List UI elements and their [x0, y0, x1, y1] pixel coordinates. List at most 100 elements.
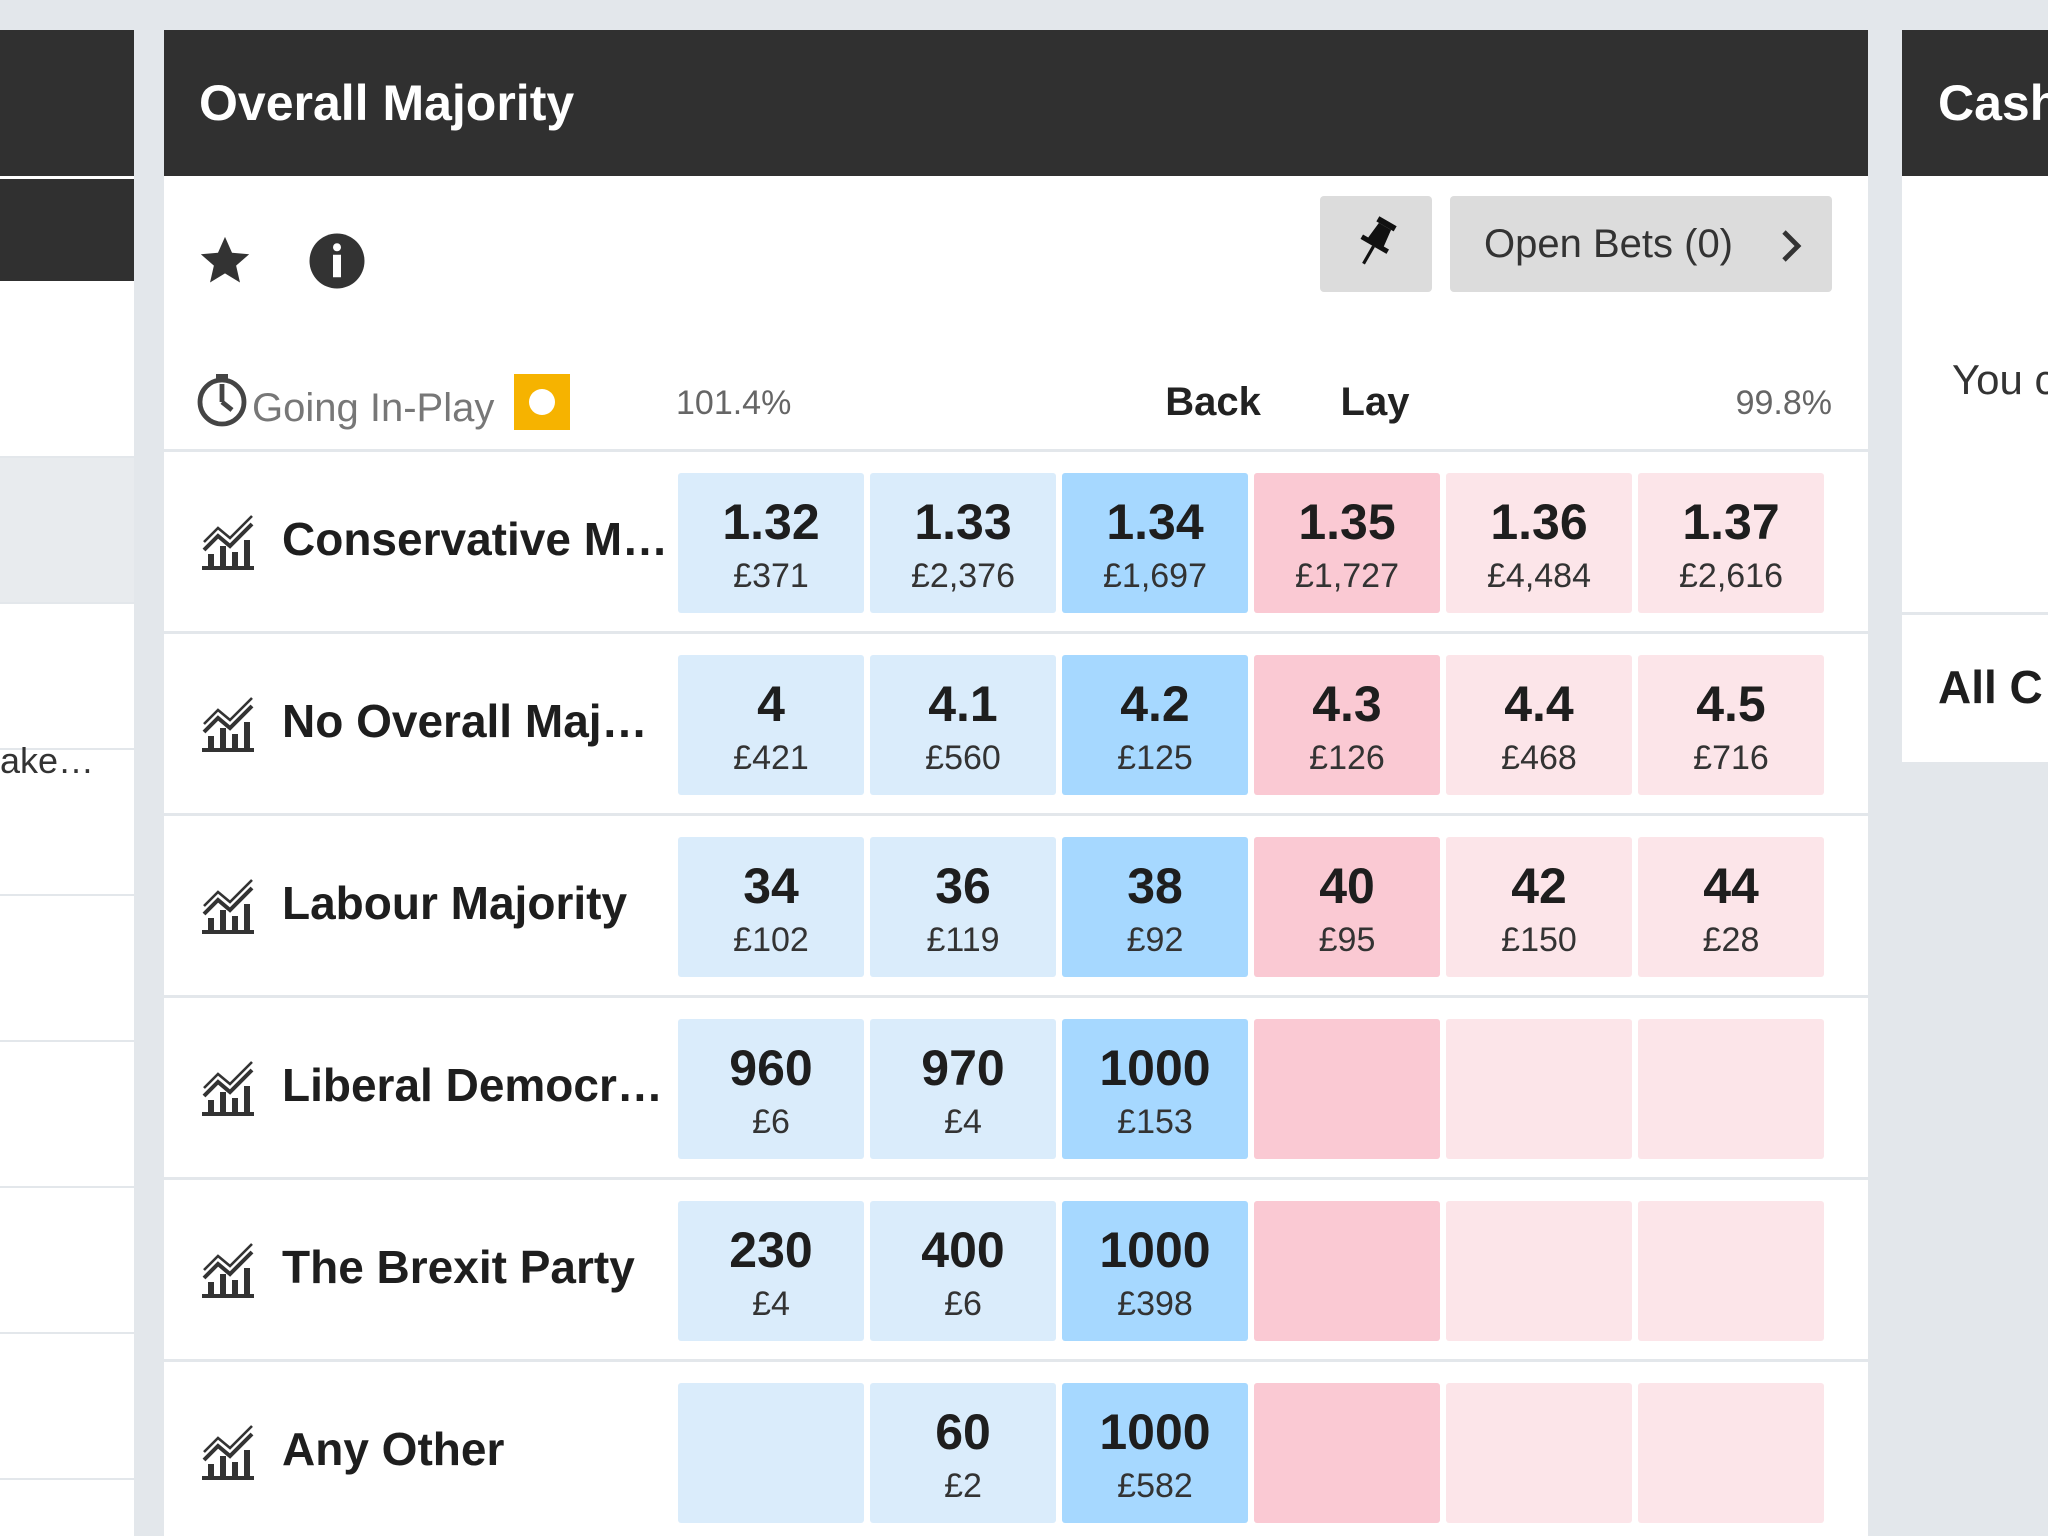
lay-price-cell[interactable] [1446, 1383, 1632, 1523]
lay-price-cell[interactable]: 44 £28 [1638, 837, 1824, 977]
info-icon[interactable] [306, 230, 368, 292]
back-price-cell[interactable]: 1000 £582 [1062, 1383, 1248, 1523]
lay-price-cell[interactable] [1446, 1201, 1632, 1341]
price-odds: 1.32 [722, 494, 820, 550]
left-list-item[interactable] [0, 604, 134, 750]
runner-name[interactable]: Conservative M… [282, 513, 669, 565]
left-list-item[interactable] [0, 1042, 134, 1188]
runner-name[interactable]: Any Other [282, 1423, 505, 1475]
lay-price-cell[interactable]: 4.4 £468 [1446, 655, 1632, 795]
chart-icon[interactable] [198, 878, 256, 934]
price-odds [1638, 1403, 1824, 1461]
lay-price-cell[interactable] [1254, 1019, 1440, 1159]
back-price-cell[interactable]: 60 £2 [870, 1383, 1056, 1523]
price-odds [1254, 1221, 1440, 1279]
price-stake: £4 [752, 1285, 790, 1323]
price-stake: £371 [733, 557, 809, 595]
left-list-item[interactable] [0, 896, 134, 1042]
runner-name[interactable]: No Overall Maj… [282, 695, 648, 747]
back-price-cell[interactable]: 38 £92 [1062, 837, 1248, 977]
runner-name[interactable]: The Brexit Party [282, 1241, 635, 1293]
chart-icon[interactable] [198, 696, 256, 752]
runner-row: Labour Majority 34 £102 36 £119 38 £92 40 £95 42 £… [164, 816, 1868, 998]
clock-icon [196, 372, 248, 433]
back-price-cell[interactable]: 1000 £398 [1062, 1201, 1248, 1341]
runner-name[interactable]: Labour Majority [282, 877, 628, 929]
price-stake: £582 [1117, 1467, 1193, 1505]
price-odds: 40 [1319, 858, 1375, 914]
going-in-play: Going In-Play [196, 372, 571, 433]
runner-row: Any Other 60 £2 1000 £582 [164, 1362, 1868, 1536]
price-odds: 230 [729, 1222, 813, 1278]
lay-price-cell[interactable]: 1.36 £4,484 [1446, 473, 1632, 613]
price-odds [1446, 1221, 1632, 1279]
back-price-cell[interactable]: 1.33 £2,376 [870, 473, 1056, 613]
chart-icon[interactable] [198, 1424, 256, 1480]
back-price-cell[interactable]: 36 £119 [870, 837, 1056, 977]
price-stake: £102 [733, 921, 809, 959]
back-price-cell[interactable]: 960 £6 [678, 1019, 864, 1159]
lay-price-cell[interactable]: 1.35 £1,727 [1254, 473, 1440, 613]
left-panel-subheader [0, 179, 134, 281]
back-price-cell[interactable]: 230 £4 [678, 1201, 864, 1341]
market-title: Overall Majority [164, 30, 1868, 176]
back-price-cell[interactable] [678, 1383, 864, 1523]
lay-price-cell[interactable] [1638, 1019, 1824, 1159]
runner-name[interactable]: Liberal Democr… [282, 1059, 663, 1111]
lay-price-cell[interactable] [1446, 1019, 1632, 1159]
back-price-cell[interactable]: 1.32 £371 [678, 473, 864, 613]
lay-price-cell[interactable] [1638, 1201, 1824, 1341]
price-stake: £6 [944, 1285, 982, 1323]
price-odds: 44 [1703, 858, 1759, 914]
lay-price-cell[interactable]: 4.3 £126 [1254, 655, 1440, 795]
price-odds: 1000 [1099, 1404, 1211, 1460]
back-price-cell[interactable]: 1000 £153 [1062, 1019, 1248, 1159]
left-panel-header [0, 30, 134, 176]
chart-icon[interactable] [198, 514, 256, 570]
back-price-cell[interactable]: 1.34 £1,697 [1062, 473, 1248, 613]
open-bets-button[interactable]: Open Bets (0) [1450, 196, 1832, 292]
lay-price-cell[interactable]: 4.5 £716 [1638, 655, 1824, 795]
lay-price-cell[interactable] [1254, 1201, 1440, 1341]
back-price-cell[interactable]: 4.1 £560 [870, 655, 1056, 795]
price-odds [1254, 1039, 1440, 1097]
left-list-item[interactable] [0, 1334, 134, 1480]
price-odds [1254, 1403, 1440, 1461]
price-stake: £2,376 [911, 557, 1015, 595]
left-list-item[interactable] [0, 458, 134, 604]
price-odds: 400 [921, 1222, 1005, 1278]
price-odds: 4 [757, 676, 785, 732]
lay-price-cell[interactable]: 40 £95 [1254, 837, 1440, 977]
left-list-item[interactable]: ake… [0, 740, 134, 896]
price-stake: £716 [1693, 739, 1769, 777]
left-list-item[interactable] [0, 1188, 134, 1334]
back-price-cell[interactable]: 970 £4 [870, 1019, 1056, 1159]
price-odds: 1000 [1099, 1222, 1211, 1278]
back-price-cell[interactable]: 4 £421 [678, 655, 864, 795]
lay-price-cell[interactable] [1638, 1383, 1824, 1523]
pin-icon [1352, 214, 1400, 275]
back-price-cell[interactable]: 400 £6 [870, 1201, 1056, 1341]
lay-price-cell[interactable] [1254, 1383, 1440, 1523]
price-odds: 4.3 [1312, 676, 1382, 732]
price-odds: 36 [935, 858, 991, 914]
price-odds: 1.33 [914, 494, 1012, 550]
price-stake: £6 [752, 1103, 790, 1141]
chart-icon[interactable] [198, 1060, 256, 1116]
left-list-item[interactable] [0, 281, 134, 458]
chart-icon[interactable] [198, 1242, 256, 1298]
lay-price-cell[interactable]: 42 £150 [1446, 837, 1632, 977]
all-cash-out-label[interactable]: All C [1938, 661, 2043, 713]
price-odds: 4.4 [1504, 676, 1574, 732]
price-stake: £560 [925, 739, 1001, 777]
price-odds [1446, 1403, 1632, 1461]
price-stake: £28 [1702, 921, 1760, 959]
price-stake: £398 [1117, 1285, 1193, 1323]
star-icon[interactable] [194, 230, 256, 292]
back-price-cell[interactable]: 4.2 £125 [1062, 655, 1248, 795]
price-stake: £150 [1501, 921, 1577, 959]
price-odds: 42 [1511, 858, 1567, 914]
lay-price-cell[interactable]: 1.37 £2,616 [1638, 473, 1824, 613]
pin-button[interactable] [1320, 196, 1432, 292]
back-price-cell[interactable]: 34 £102 [678, 837, 864, 977]
